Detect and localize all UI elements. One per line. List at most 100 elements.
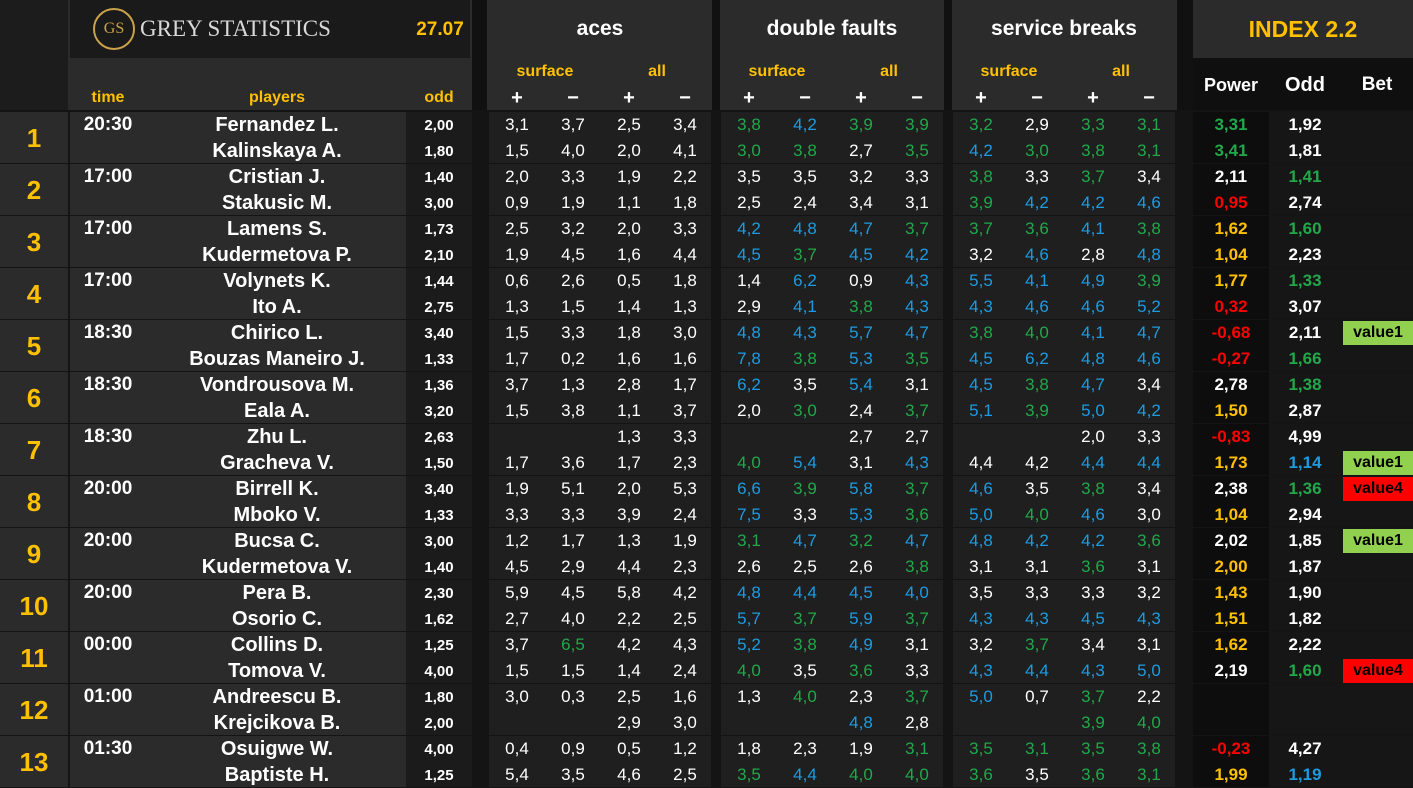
row-power-bg — [1193, 372, 1269, 423]
sb-value: 3,5 — [969, 739, 993, 758]
sb-value: 4,2 — [1025, 193, 1049, 212]
power-value: 0,32 — [1214, 297, 1248, 316]
sb-value: 4,7 — [1081, 375, 1105, 394]
player-odd: 3,40 — [424, 324, 454, 342]
df-value: 4,0 — [905, 765, 929, 784]
aces-value: 3,7 — [561, 115, 585, 134]
match-time: 20:00 — [83, 582, 133, 603]
sb-value: 4,3 — [969, 609, 993, 628]
df-value: 1,9 — [849, 739, 873, 758]
col-plus: + — [623, 86, 635, 109]
aces-value: 2,5 — [617, 115, 641, 134]
match-number: 4 — [26, 278, 42, 309]
row-aces-bg — [489, 112, 711, 163]
df-value: 2,5 — [793, 557, 817, 576]
aces-value: 3,4 — [673, 115, 697, 134]
df-value: 3,1 — [905, 193, 929, 212]
sb-value: 2,0 — [1081, 427, 1105, 446]
sb-value: 3,9 — [969, 193, 993, 212]
sb-value: 4,4 — [969, 453, 993, 472]
header-number-gutter — [0, 0, 68, 110]
match-time: 17:00 — [83, 218, 133, 239]
power-value: 2,11 — [1214, 167, 1248, 186]
row-df-bg — [721, 164, 943, 215]
power-value: 1,51 — [1214, 609, 1248, 628]
sb-value: 4,6 — [1025, 245, 1049, 264]
col-bet: Bet — [1361, 74, 1393, 95]
row-sb-bg — [953, 632, 1175, 683]
df-value: 6,6 — [737, 479, 761, 498]
group-aces: aces — [576, 17, 624, 40]
aces-value: 1,6 — [617, 245, 641, 264]
sb-value: 3,6 — [1081, 765, 1105, 784]
player-odd: 1,36 — [424, 376, 454, 394]
odd-index-value: 2,23 — [1288, 245, 1322, 264]
odd-index-value: 3,07 — [1288, 297, 1322, 316]
player-name: Stakusic M. — [221, 191, 333, 214]
aces-value: 1,4 — [617, 661, 641, 680]
player-name: Eala A. — [244, 399, 310, 422]
player-name: Kalinskaya A. — [212, 139, 342, 162]
aces-value: 4,2 — [617, 635, 641, 654]
aces-value: 1,5 — [505, 323, 529, 342]
power-value: 1,50 — [1214, 401, 1248, 420]
index-title-bar — [1193, 0, 1413, 58]
df-value: 3,1 — [905, 375, 929, 394]
sb-value: 4,9 — [1081, 271, 1105, 290]
df-value: 4,8 — [793, 219, 817, 238]
df-value: 2,4 — [793, 193, 817, 212]
df-value: 3,8 — [849, 297, 873, 316]
df-value — [777, 710, 833, 736]
sb-value: 4,0 — [1137, 713, 1161, 732]
aces-value: 4,5 — [505, 557, 529, 576]
row-sb-bg — [953, 424, 1175, 475]
power-value: 3,31 — [1214, 115, 1248, 134]
sb-value: 4,6 — [1137, 193, 1161, 212]
header-separator — [1177, 0, 1193, 110]
df-value: 4,8 — [737, 583, 761, 602]
match-number: 10 — [19, 590, 49, 621]
row-number-bg — [0, 476, 68, 527]
power-value: 1,04 — [1214, 505, 1248, 524]
row-number-bg — [0, 372, 68, 423]
sb-value: 4,8 — [1081, 349, 1105, 368]
aces-value: 3,0 — [673, 713, 697, 732]
player-name: Vondrousova M. — [199, 373, 355, 396]
df-value: 3,2 — [849, 167, 873, 186]
sb-value: 2,9 — [1025, 115, 1049, 134]
row-aces-bg — [489, 684, 711, 735]
aces-value: 2,0 — [617, 141, 641, 160]
row-main-bg — [70, 424, 472, 475]
df-value: 4,8 — [737, 323, 761, 342]
sb-value: 2,2 — [1137, 687, 1161, 706]
col-plus: + — [511, 86, 523, 109]
aces-value: 4,1 — [673, 141, 697, 160]
sb-value: 3,2 — [969, 635, 993, 654]
df-value: 2,7 — [849, 427, 873, 446]
sb-value: 5,0 — [1137, 661, 1161, 680]
col-players: players — [248, 89, 306, 106]
match-number: 5 — [26, 330, 42, 361]
match-time: 01:00 — [83, 686, 133, 707]
power-value: -0,68 — [1211, 323, 1251, 342]
df-value: 3,7 — [905, 479, 929, 498]
df-value: 3,4 — [849, 193, 873, 212]
df-value: 3,5 — [737, 167, 761, 186]
row-aces-bg — [489, 736, 711, 787]
player-odd: 2,00 — [424, 714, 454, 732]
row-aces-bg — [489, 580, 711, 631]
row-power-bg — [1193, 684, 1269, 735]
sb-value: 2,8 — [1081, 245, 1105, 264]
df-value — [777, 424, 833, 450]
df-value: 1,3 — [737, 687, 761, 706]
aces-value: 3,1 — [505, 115, 529, 134]
match-time: 00:00 — [83, 634, 133, 655]
power-value: 2,38 — [1214, 479, 1248, 498]
odd-index-value: 1,92 — [1288, 115, 1322, 134]
sb-value: 3,4 — [1137, 479, 1161, 498]
player-name: Fernandez L. — [215, 113, 339, 136]
match-time: 18:30 — [83, 426, 133, 447]
row-aces-bg — [489, 476, 711, 527]
row-oddidx-bg — [1269, 112, 1341, 163]
aces-value: 1,7 — [561, 531, 585, 550]
